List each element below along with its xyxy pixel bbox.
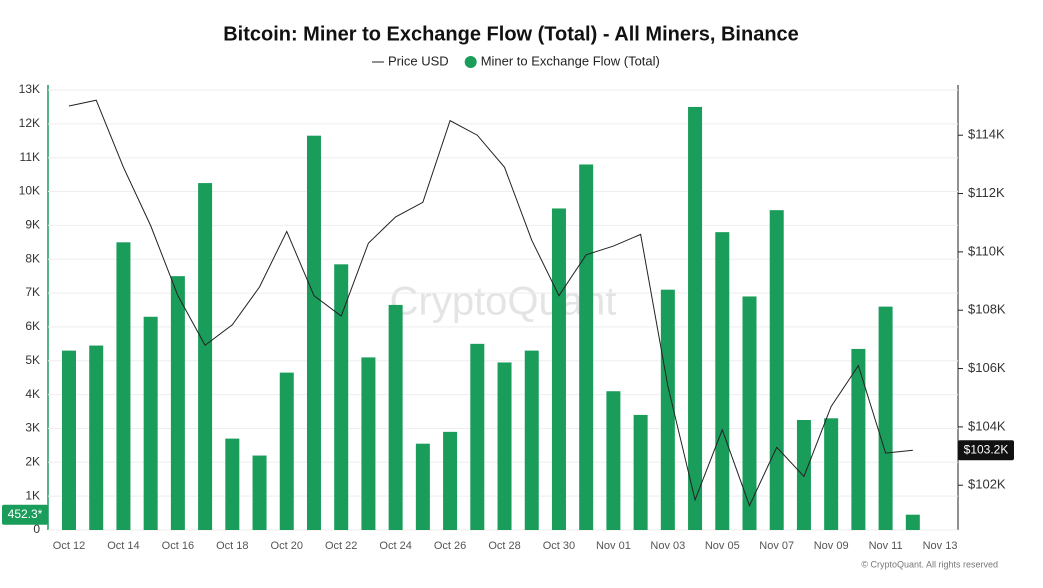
- x-tick-label: Oct 28: [488, 540, 520, 552]
- bar: [905, 514, 920, 530]
- price-line: [68, 99, 913, 507]
- x-tick-label: Oct 26: [434, 540, 466, 552]
- x-tick-label: Oct 14: [107, 540, 139, 552]
- y2-tick-label: $114K: [968, 127, 1005, 142]
- value-flag: [958, 440, 1014, 461]
- y-tick-label: 3K: [25, 421, 40, 435]
- bar: [524, 350, 539, 530]
- watermark: CryptoQuant: [390, 280, 617, 324]
- bar: [334, 264, 349, 530]
- bar: [742, 296, 757, 530]
- bar: [170, 276, 185, 530]
- y-tick-label: 4K: [25, 387, 40, 401]
- bar: [279, 372, 294, 530]
- legend: Price USD Miner to Exchange Flow (Total): [372, 53, 660, 68]
- bar: [62, 350, 76, 530]
- y-tick-label: 12K: [19, 116, 40, 130]
- y2-tick-label: $104K: [968, 418, 1006, 433]
- bar: [388, 304, 403, 530]
- bar: [443, 431, 458, 530]
- bar: [143, 316, 158, 530]
- bar: [252, 455, 267, 530]
- x-tick-label: Nov 13: [923, 540, 958, 552]
- y2-tick-label: $110K: [968, 243, 1005, 258]
- value-flag: [2, 504, 48, 525]
- bar: [606, 391, 621, 530]
- bar: [551, 208, 566, 530]
- footer: © CryptoQuant. All rights reserved: [861, 559, 998, 569]
- x-tick-label: Nov 01: [596, 540, 631, 552]
- bar: [660, 289, 675, 530]
- x-tick-label: Nov 07: [759, 540, 794, 552]
- bar: [688, 106, 703, 530]
- y-tick-label: 9K: [25, 218, 40, 232]
- x-tick-label: Nov 09: [814, 540, 849, 552]
- x-tick-label: Oct 16: [162, 540, 194, 552]
- y2-tick-label: $108K: [968, 302, 1006, 317]
- y-tick-label: 6K: [25, 319, 40, 333]
- bar: [796, 420, 811, 530]
- y-tick-label: 1K: [25, 488, 40, 502]
- x-tick-label: Oct 22: [325, 540, 357, 552]
- y2-tick-label: $102K: [968, 477, 1006, 492]
- bar: [824, 418, 839, 530]
- chart-title: Bitcoin: Miner to Exchange Flow (Total) …: [223, 23, 799, 45]
- x-tick-label: Oct 12: [53, 540, 85, 552]
- bar: [715, 232, 730, 530]
- x-tick-label: Oct 18: [216, 540, 248, 552]
- bar: [633, 414, 648, 530]
- y-tick-label: 13K: [19, 82, 40, 96]
- y-tick-label: 8K: [25, 251, 40, 265]
- x-tick-label: Oct 24: [379, 540, 411, 552]
- bar: [497, 362, 512, 530]
- y-tick-label: 10K: [19, 184, 40, 198]
- bar: [198, 183, 213, 531]
- bar: [89, 345, 104, 530]
- y-tick-label: 7K: [25, 285, 40, 299]
- bar: [470, 343, 485, 530]
- bar: [306, 135, 321, 530]
- x-tick-label: Nov 03: [650, 540, 685, 552]
- bar: [116, 242, 131, 531]
- y-tick-label: 2K: [25, 454, 40, 468]
- y-tick-label: 5K: [25, 353, 40, 367]
- legend-swatch: [464, 56, 477, 68]
- bar: [415, 443, 430, 530]
- bar: [878, 306, 893, 530]
- bar: [361, 357, 376, 530]
- bar: [769, 210, 784, 530]
- x-tick-label: Oct 30: [543, 540, 575, 552]
- legend-label: Price USD: [388, 53, 449, 68]
- legend-label: Miner to Exchange Flow (Total): [481, 53, 660, 68]
- y-tick-label: 11K: [20, 150, 40, 164]
- x-tick-label: Oct 20: [271, 540, 303, 552]
- value-label: $103.2K: [964, 442, 1009, 456]
- value-label: 452.3*: [8, 507, 43, 521]
- y2-tick-label: $106K: [968, 360, 1006, 375]
- y-tick-label: 0: [33, 522, 40, 536]
- bar: [225, 438, 240, 530]
- x-tick-label: Nov 05: [705, 540, 740, 552]
- bar: [851, 348, 866, 530]
- x-tick-label: Nov 11: [869, 540, 903, 552]
- y2-tick-label: $112K: [968, 185, 1005, 200]
- bar: [579, 164, 594, 530]
